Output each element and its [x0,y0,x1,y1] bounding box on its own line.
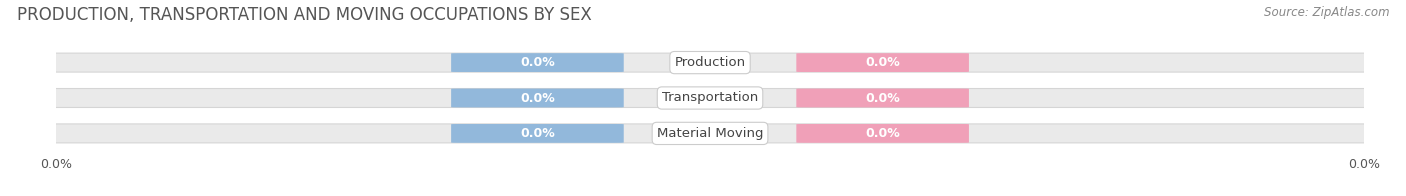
Text: 0.0%: 0.0% [865,127,900,140]
FancyBboxPatch shape [46,124,1374,143]
Text: 0.0%: 0.0% [865,56,900,69]
Text: Source: ZipAtlas.com: Source: ZipAtlas.com [1264,6,1389,19]
FancyBboxPatch shape [46,89,1374,107]
FancyBboxPatch shape [451,124,624,143]
Text: 0.0%: 0.0% [520,127,555,140]
FancyBboxPatch shape [796,124,969,143]
Text: 0.0%: 0.0% [520,56,555,69]
FancyBboxPatch shape [451,53,624,72]
Text: PRODUCTION, TRANSPORTATION AND MOVING OCCUPATIONS BY SEX: PRODUCTION, TRANSPORTATION AND MOVING OC… [17,6,592,24]
FancyBboxPatch shape [796,89,969,107]
FancyBboxPatch shape [451,89,624,107]
FancyBboxPatch shape [46,53,1374,72]
Text: Production: Production [675,56,745,69]
Text: 0.0%: 0.0% [865,92,900,104]
Text: Transportation: Transportation [662,92,758,104]
Text: Material Moving: Material Moving [657,127,763,140]
Text: 0.0%: 0.0% [520,92,555,104]
FancyBboxPatch shape [796,53,969,72]
